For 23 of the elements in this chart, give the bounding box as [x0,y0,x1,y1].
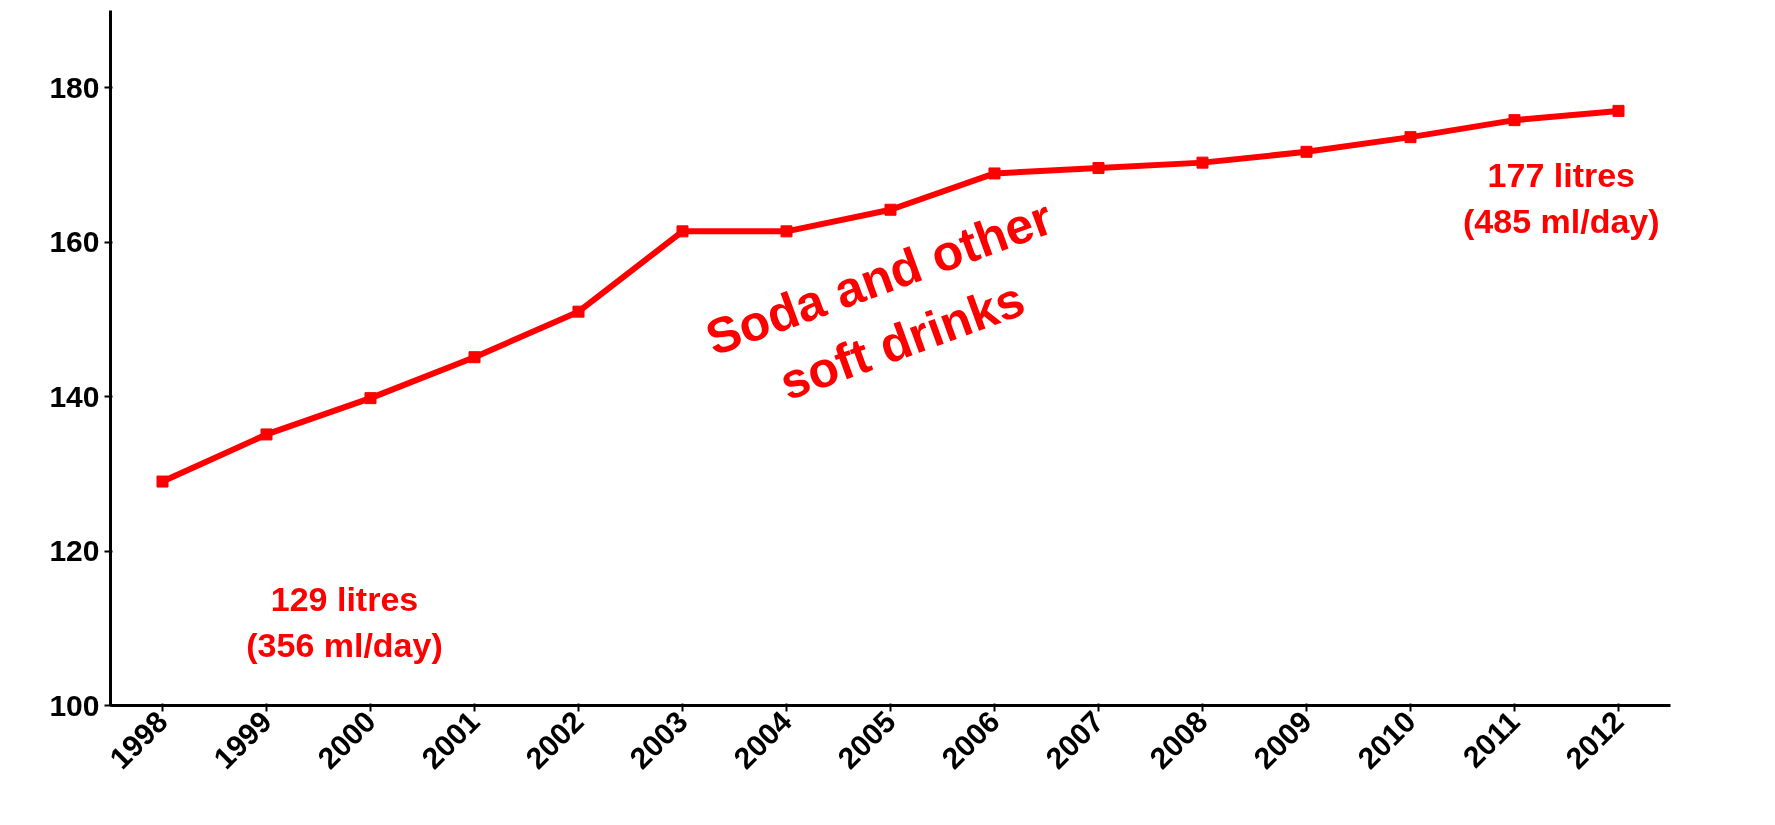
y-tick-label: 180 [49,70,100,104]
annotation: 129 litres (356 ml/day) [246,580,443,664]
y-tick-label: 120 [49,534,100,568]
point [468,351,481,364]
point [780,225,793,238]
point [1508,114,1521,127]
point [988,167,1001,180]
annotation: 177 litres (485 ml/day) [1463,156,1660,240]
point [260,428,273,441]
point [884,203,897,216]
point [676,225,689,238]
point [156,475,169,488]
point [1196,156,1209,169]
point [364,392,377,405]
y-tick-label: 100 [49,688,100,722]
point [572,305,585,318]
y-tick-label: 140 [49,379,100,413]
point [1404,131,1417,144]
annotation: Soda and other soft drinks [698,189,1060,412]
point [1092,162,1105,175]
point [1300,145,1313,158]
y-tick-label: 160 [49,225,100,259]
point [1612,104,1625,117]
